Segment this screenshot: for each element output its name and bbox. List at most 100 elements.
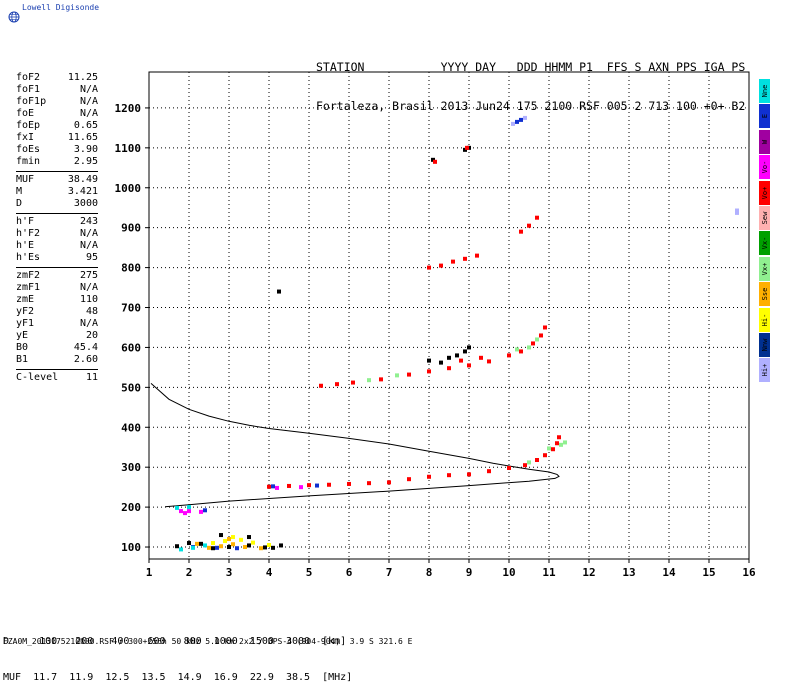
muf-table: D 100 200 400 600 800 1000 1500 3000 [km… bbox=[3, 612, 352, 696]
param-row: fmin 2.95 bbox=[16, 156, 98, 168]
param-name: foE bbox=[16, 108, 35, 119]
param-row: h'Es 95 bbox=[16, 252, 98, 264]
param-value: 110 bbox=[79, 294, 98, 305]
param-value: 48 bbox=[85, 306, 98, 317]
mode-label: Sse bbox=[760, 287, 769, 301]
echo-point bbox=[463, 349, 467, 354]
muf-table-muf-row: MUF 11.7 11.9 12.5 13.5 14.9 16.9 22.9 3… bbox=[3, 672, 353, 683]
echo-point bbox=[299, 485, 303, 490]
param-name: h'F bbox=[16, 216, 35, 227]
param-value: 3.90 bbox=[73, 144, 98, 155]
mode-label: Nne bbox=[760, 84, 769, 98]
param-name: fxI bbox=[16, 132, 35, 143]
param-value: N/A bbox=[79, 108, 98, 119]
muf-table-distance-row: D 100 200 400 600 800 1000 1500 3000 [km… bbox=[3, 636, 347, 647]
param-row: MUF 38.49 bbox=[16, 174, 98, 186]
param-name: yF1 bbox=[16, 318, 35, 329]
mode-swatch: Vx- bbox=[759, 231, 770, 256]
y-tick-label: 1100 bbox=[115, 142, 142, 155]
param-row: foEs 3.90 bbox=[16, 144, 98, 156]
mode-label: Vx+ bbox=[760, 262, 769, 276]
param-row: foEp 0.65 bbox=[16, 120, 98, 132]
echo-point bbox=[523, 463, 527, 468]
echo-point bbox=[187, 541, 191, 546]
echo-point bbox=[447, 355, 451, 360]
x-tick-label: 7 bbox=[386, 566, 393, 579]
param-row: C-level 11 bbox=[16, 372, 98, 384]
x-tick-label: 16 bbox=[742, 566, 756, 579]
echo-point bbox=[335, 382, 339, 387]
echo-point bbox=[219, 533, 223, 538]
header-row-labels: STATION YYYY DAY DDD HHMM P1 FFS S AXN P… bbox=[316, 60, 746, 74]
mode-label: W bbox=[760, 139, 769, 144]
param-row: zmF2 275 bbox=[16, 270, 98, 282]
x-tick-label: 10 bbox=[502, 566, 515, 579]
file-info-footer: FZA0M_2013175210000.RSF / 300+256h 50 kH… bbox=[3, 637, 413, 646]
brand-logo: Lowell Digisonde bbox=[8, 3, 99, 39]
param-name: zmF1 bbox=[16, 282, 41, 293]
echo-point bbox=[515, 347, 519, 352]
mode-swatch: W bbox=[759, 129, 770, 154]
param-value: N/A bbox=[79, 282, 98, 293]
param-row: M 3.421 bbox=[16, 186, 98, 198]
echo-point bbox=[735, 208, 739, 213]
echo-point bbox=[465, 145, 469, 150]
echo-point bbox=[315, 483, 319, 488]
echo-point bbox=[199, 509, 203, 514]
echo-point bbox=[379, 377, 383, 382]
mode-swatch: E bbox=[759, 104, 770, 129]
mode-label: Hi+ bbox=[760, 363, 769, 377]
echo-point bbox=[527, 345, 531, 350]
echo-point bbox=[427, 474, 431, 479]
echo-point bbox=[271, 484, 275, 489]
echo-point bbox=[277, 289, 281, 294]
x-tick-label: 3 bbox=[226, 566, 233, 579]
echo-point bbox=[239, 537, 243, 542]
echo-point bbox=[187, 509, 191, 514]
param-value: 0.65 bbox=[73, 120, 98, 131]
globe-icon bbox=[8, 11, 20, 23]
echo-point bbox=[251, 540, 255, 545]
echo-point bbox=[287, 483, 291, 488]
param-row: yF1 N/A bbox=[16, 318, 98, 330]
y-tick-label: 900 bbox=[121, 222, 141, 235]
echo-point bbox=[515, 119, 519, 124]
echo-point bbox=[263, 545, 267, 550]
y-tick-label: 1000 bbox=[115, 182, 142, 195]
param-name: foF1p bbox=[16, 96, 47, 107]
echo-point bbox=[535, 458, 539, 463]
param-separator bbox=[16, 213, 98, 214]
echo-point bbox=[547, 446, 551, 451]
x-tick-label: 1 bbox=[146, 566, 153, 579]
param-row: fxI 11.65 bbox=[16, 132, 98, 144]
echo-point bbox=[539, 333, 543, 338]
mode-label: Nnw bbox=[760, 338, 769, 352]
brand-name: Lowell Digisonde bbox=[22, 3, 100, 12]
echo-point bbox=[223, 539, 227, 544]
echo-point bbox=[527, 460, 531, 465]
echo-point bbox=[519, 117, 523, 122]
x-tick-label: 4 bbox=[266, 566, 273, 579]
param-row: D 3000 bbox=[16, 198, 98, 210]
echo-point bbox=[267, 543, 271, 548]
echo-point bbox=[551, 447, 555, 452]
header-row-values: Fortaleza, Brasil 2013 Jun24 175 2100 RS… bbox=[316, 99, 746, 113]
param-row: zmE 110 bbox=[16, 294, 98, 306]
echo-point bbox=[219, 544, 223, 549]
param-name: B1 bbox=[16, 354, 29, 365]
param-value: N/A bbox=[79, 240, 98, 251]
param-name: fmin bbox=[16, 156, 41, 167]
echo-point bbox=[231, 535, 235, 540]
mode-label: Vx- bbox=[760, 237, 769, 250]
mode-label: Vo+ bbox=[760, 186, 769, 199]
echo-point bbox=[275, 485, 279, 490]
echo-point bbox=[211, 546, 215, 551]
echo-point bbox=[479, 355, 483, 360]
param-value: 38.49 bbox=[67, 174, 98, 185]
echo-point bbox=[319, 383, 323, 388]
echo-point bbox=[563, 440, 567, 445]
param-value: 2.60 bbox=[73, 354, 98, 365]
echo-point bbox=[535, 337, 539, 342]
echo-point bbox=[179, 547, 183, 552]
echo-point bbox=[227, 545, 231, 550]
